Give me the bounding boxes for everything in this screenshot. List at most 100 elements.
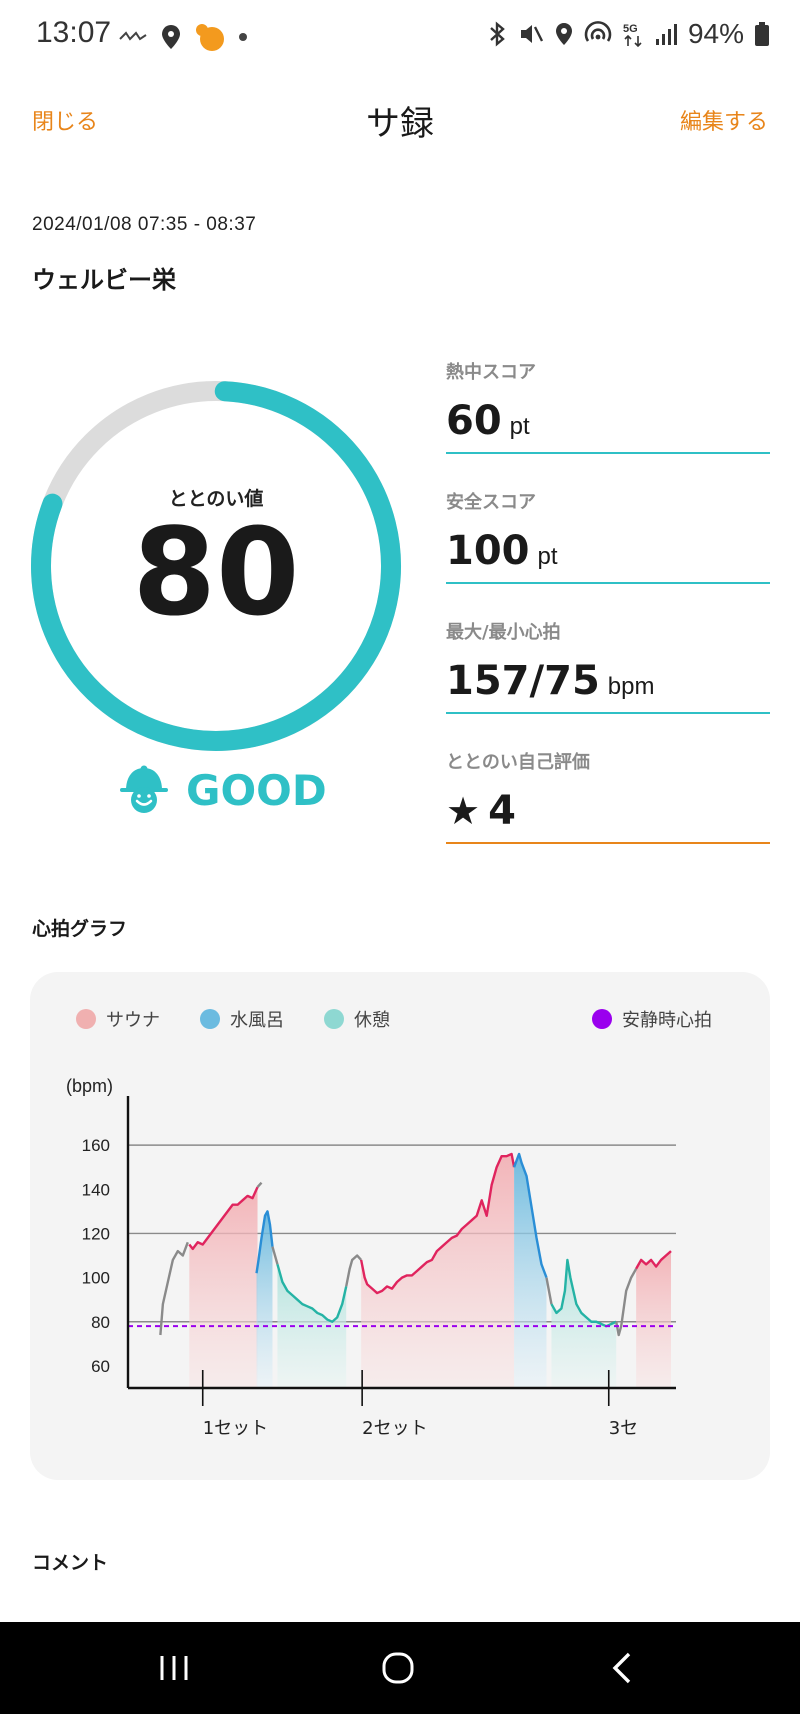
facility-name: ウェルビー栄: [32, 266, 176, 294]
status-left-icons: [118, 22, 248, 52]
dot-icon: [239, 33, 247, 41]
back-button[interactable]: [562, 1622, 682, 1714]
5g-icon: 5G: [623, 23, 642, 48]
legend-water: 水風呂: [200, 1006, 284, 1032]
heart-rate-line-sauna: [188, 1186, 259, 1251]
heart-rate-chart: 60 80 100 120 140 160 1セット 2セット 3セ: [82, 1096, 676, 1439]
session-date-range: 2024/01/08 07:35 - 08:37: [32, 214, 257, 235]
header: 閉じる サ録 編集する: [0, 90, 800, 150]
segment-area-rest: [551, 1259, 617, 1388]
edit-button[interactable]: 編集する: [680, 104, 768, 136]
heart-rate-line-sauna: [635, 1250, 672, 1270]
legend-rest: 休憩: [324, 1006, 390, 1032]
legend-rest-label: 休憩: [354, 1010, 390, 1031]
totonoi-gauge: [31, 381, 401, 751]
score-heat-divider: [446, 452, 770, 454]
score-safety-label: 安全スコア: [446, 492, 536, 513]
legend-water-label: 水風呂: [230, 1010, 284, 1031]
status-bar: 13:07 5G 94%: [0, 0, 800, 70]
heart-rate-line-none: [545, 1277, 553, 1305]
score-heart-rate-label: 最大/最小心拍: [446, 622, 561, 643]
score-heat: 熱中スコア 60 pt: [446, 358, 770, 454]
star-icon: ★: [446, 789, 481, 833]
score-heat-value: 60: [446, 398, 502, 444]
heart-rate-graph-card: サウナ 水風呂 休憩 安静時心拍 (bpm): [30, 972, 770, 1480]
comment-section-title: コメント: [32, 1552, 109, 1574]
mute-icon: [520, 25, 544, 43]
score-heart-rate-divider: [446, 712, 770, 714]
carrier-logo-icon: [119, 31, 147, 41]
legend-resting-hr: 安静時心拍: [592, 1006, 712, 1032]
gauge-value: 80: [132, 504, 300, 643]
heart-rate-line-none: [271, 1246, 279, 1265]
score-safety: 安全スコア 100 pt: [446, 488, 770, 584]
status-time: 13:07: [36, 16, 112, 49]
gauge-progress-arc: [31, 381, 401, 751]
y-tick-label: 120: [82, 1224, 110, 1243]
heart-rate-line-rest: [550, 1258, 617, 1328]
hotspot-icon: [584, 21, 612, 42]
heart-rate-graph-title: 心拍グラフ: [32, 918, 128, 940]
heart-rate-line-water: [512, 1152, 548, 1279]
legend-water-dot: [200, 1009, 220, 1029]
score-safety-divider: [446, 582, 770, 584]
x-tick-label: 2セット: [362, 1418, 427, 1439]
score-heart-rate-unit: bpm: [607, 673, 655, 700]
score-heat-label: 熱中スコア: [446, 362, 536, 383]
home-button[interactable]: [338, 1622, 458, 1714]
score-heat-unit: pt: [509, 413, 530, 440]
score-safety-value: 100: [446, 528, 530, 574]
location-icon: [555, 23, 572, 45]
legend-sauna-dot: [76, 1009, 96, 1029]
score-self-rating-label: ととのい自己評価: [446, 752, 590, 773]
battery-percent: 94%: [687, 18, 744, 49]
legend-resting-hr-label: 安静時心拍: [622, 1010, 712, 1031]
home-icon: [382, 1652, 414, 1684]
x-tick-label: 3セ: [609, 1418, 638, 1439]
close-button[interactable]: 閉じる: [32, 104, 98, 136]
y-axis-unit: (bpm): [66, 1076, 114, 1096]
legend-resting-hr-dot: [592, 1009, 612, 1029]
heart-rate-line-none: [256, 1181, 263, 1188]
score-heart-rate-value: 157/75: [446, 658, 600, 704]
y-tick-label: 160: [82, 1136, 110, 1155]
status-right-icons: 5G 94%: [486, 18, 770, 50]
heart-rate-line-none: [615, 1268, 638, 1337]
score-self-rating-value: 4: [488, 788, 516, 834]
y-tick-label: 100: [82, 1269, 110, 1288]
legend-rest-dot: [324, 1009, 344, 1029]
y-tick-label: 60: [91, 1357, 110, 1376]
heart-rate-line-rest: [276, 1264, 348, 1323]
y-tick-label: 140: [82, 1180, 110, 1199]
heart-rate-line-sauna: [359, 1152, 516, 1295]
battery-icon: [755, 22, 769, 46]
score-heart-rate: 最大/最小心拍 157/75 bpm: [446, 618, 770, 714]
rating: GOOD: [118, 764, 327, 816]
signal-icon: [655, 24, 677, 45]
y-tick-label: 80: [91, 1313, 110, 1332]
system-nav-bar: [0, 1622, 800, 1714]
sauna-hat-mascot-icon: [120, 765, 168, 813]
score-self-rating[interactable]: ととのい自己評価 ★ 4: [446, 748, 770, 844]
segment-area-sauna: [636, 1251, 672, 1388]
page-title: サ録: [366, 104, 434, 144]
heart-rate-line-water: [255, 1210, 274, 1274]
legend-sauna: サウナ: [76, 1006, 160, 1032]
segment-area-water: [514, 1153, 547, 1388]
recent-apps-button[interactable]: [114, 1622, 234, 1714]
location-pin-icon: [162, 25, 180, 49]
bluetooth-icon: [490, 21, 505, 47]
rating-text: GOOD: [186, 765, 327, 815]
segment-area-sauna: [189, 1187, 258, 1388]
heart-rate-line-none: [345, 1254, 363, 1287]
segment-area-water: [256, 1211, 273, 1388]
app-badge-icon: [196, 24, 224, 51]
heart-rate-line-none: [159, 1241, 189, 1336]
score-self-rating-divider: [446, 842, 770, 844]
segment-area-sauna: [361, 1153, 515, 1388]
recent-apps-icon: [160, 1656, 188, 1680]
x-tick-label: 1セット: [203, 1418, 268, 1439]
score-safety-unit: pt: [537, 543, 558, 570]
gauge-label: ととのい値: [168, 488, 264, 510]
legend-sauna-label: サウナ: [106, 1010, 160, 1031]
